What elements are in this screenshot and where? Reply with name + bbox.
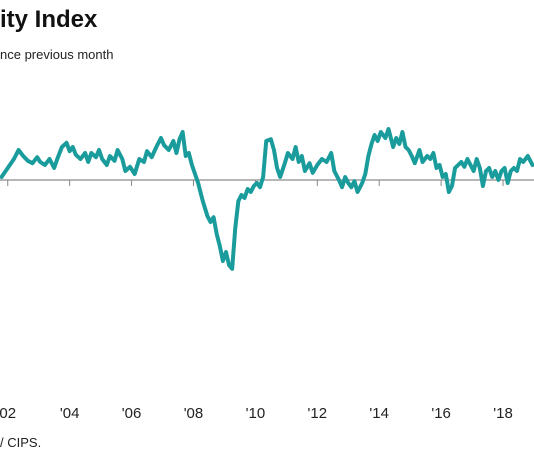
x-tick-label-7: '16 — [431, 405, 451, 422]
x-axis-labels: 02 '04 '06 '08 '10 '12 '14 '16 '18 — [0, 405, 513, 422]
x-tick-label-8: '18 — [493, 405, 513, 422]
x-tick-label-0: 02 — [0, 405, 16, 422]
x-tick-label-6: '14 — [369, 405, 389, 422]
series-layer — [0, 127, 534, 271]
chart-subtitle: nce previous month — [0, 47, 114, 62]
x-tick-label-4: '10 — [246, 405, 266, 422]
source-note: / CIPS. — [0, 435, 42, 450]
x-axis-ticks — [7, 180, 504, 186]
x-tick-label-5: '12 — [308, 405, 328, 422]
x-tick-label-1: '04 — [60, 405, 80, 422]
x-tick-label-2: '06 — [122, 405, 142, 422]
chart-title: ity Index — [0, 6, 98, 33]
series-line-0 — [0, 127, 534, 271]
x-tick-label-3: '08 — [184, 405, 204, 422]
